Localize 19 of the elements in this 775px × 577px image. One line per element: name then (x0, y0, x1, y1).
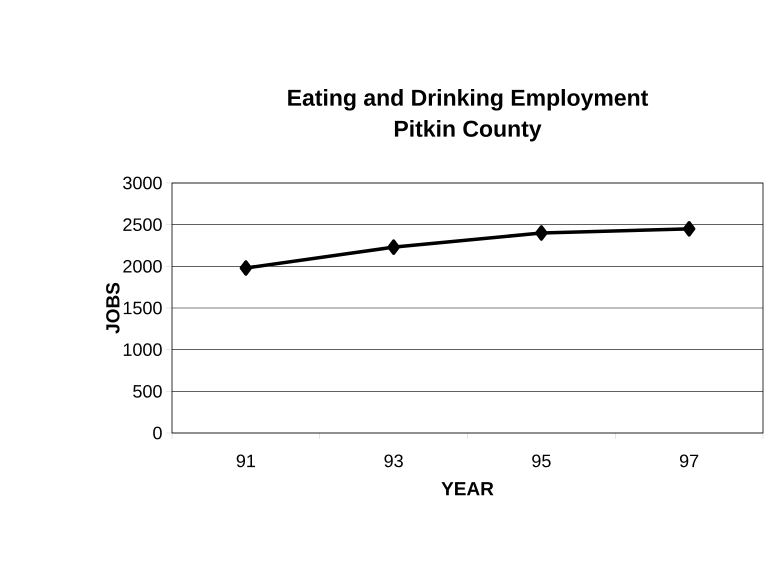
x-tick-label: 91 (236, 454, 256, 468)
x-axis-title: YEAR (441, 482, 494, 496)
y-tick-label: 2000 (123, 260, 162, 273)
point (682, 221, 696, 237)
y-tick-label: 3000 (123, 176, 162, 190)
chart-title: Eating and Drinking Employment (288, 89, 648, 111)
y-tick-label: 500 (133, 384, 162, 398)
chart-subtitle: Pitkin County (394, 120, 542, 142)
x-tick-label: 97 (680, 454, 698, 468)
point (387, 239, 400, 255)
point (240, 260, 252, 276)
y-tick-label: 2500 (123, 218, 162, 232)
x-tick-label: 95 (532, 454, 551, 468)
y-tick-label: 1500 (124, 302, 162, 314)
y-tick-label: 0 (153, 426, 162, 440)
y-axis-title: JOBS (106, 282, 120, 334)
y-tick-label: 1000 (124, 343, 162, 356)
point (535, 225, 548, 241)
x-tick-label: 93 (384, 454, 403, 468)
